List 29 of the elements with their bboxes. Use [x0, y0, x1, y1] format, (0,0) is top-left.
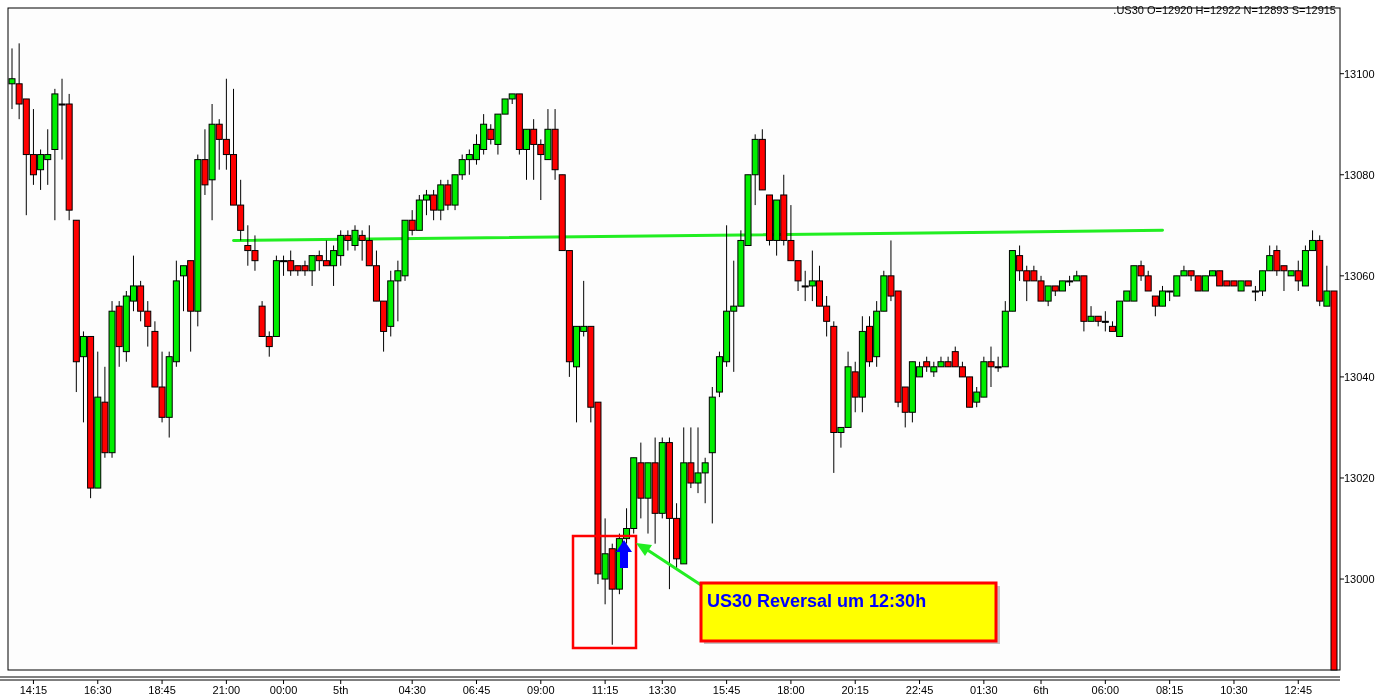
x-tick-label: 21:00: [212, 684, 241, 696]
x-tick-label: 04:30: [398, 684, 426, 696]
y-tick-label: 13060: [1344, 269, 1375, 282]
x-tick-label: 5th: [333, 684, 349, 696]
y-tick-label: 13020: [1344, 471, 1375, 484]
x-tick-label: 13:30: [648, 684, 677, 696]
y-tick-label: 13000: [1344, 573, 1375, 586]
x-tick-label: 10:30: [1220, 684, 1248, 696]
x-tick-label: 16:30: [83, 684, 112, 696]
x-tick-label: 06:00: [1091, 684, 1120, 696]
x-tick-label: 20:15: [841, 684, 869, 696]
annotation: US30 Reversal um 12:30h: [707, 591, 927, 611]
x-tick-label: 18:45: [148, 684, 176, 696]
y-tick-label: 13100: [1344, 67, 1375, 80]
x-tick-label: 08:15: [1155, 684, 1184, 696]
x-tick-label: 06:45: [462, 684, 491, 696]
chart-title: .US30 O=12920 H=12922 N=12893 S=12915: [1113, 4, 1336, 16]
x-tick-label: 15:45: [712, 684, 741, 696]
x-tick-label: 12:45: [1284, 684, 1313, 696]
x-tick-label: 09:00: [527, 684, 555, 696]
x-tick-label: 6th: [1033, 684, 1049, 696]
x-tick-label: 14:15: [19, 684, 48, 696]
y-tick-label: 13080: [1344, 168, 1375, 181]
x-tick-label: 18:00: [777, 684, 805, 696]
x-tick-label: 22:45: [905, 684, 934, 696]
y-tick-label: 13040: [1344, 370, 1375, 383]
x-tick-label: 01:30: [970, 684, 998, 696]
x-tick-label: 00:00: [269, 684, 298, 696]
x-tick-label: 11:15: [591, 684, 619, 696]
